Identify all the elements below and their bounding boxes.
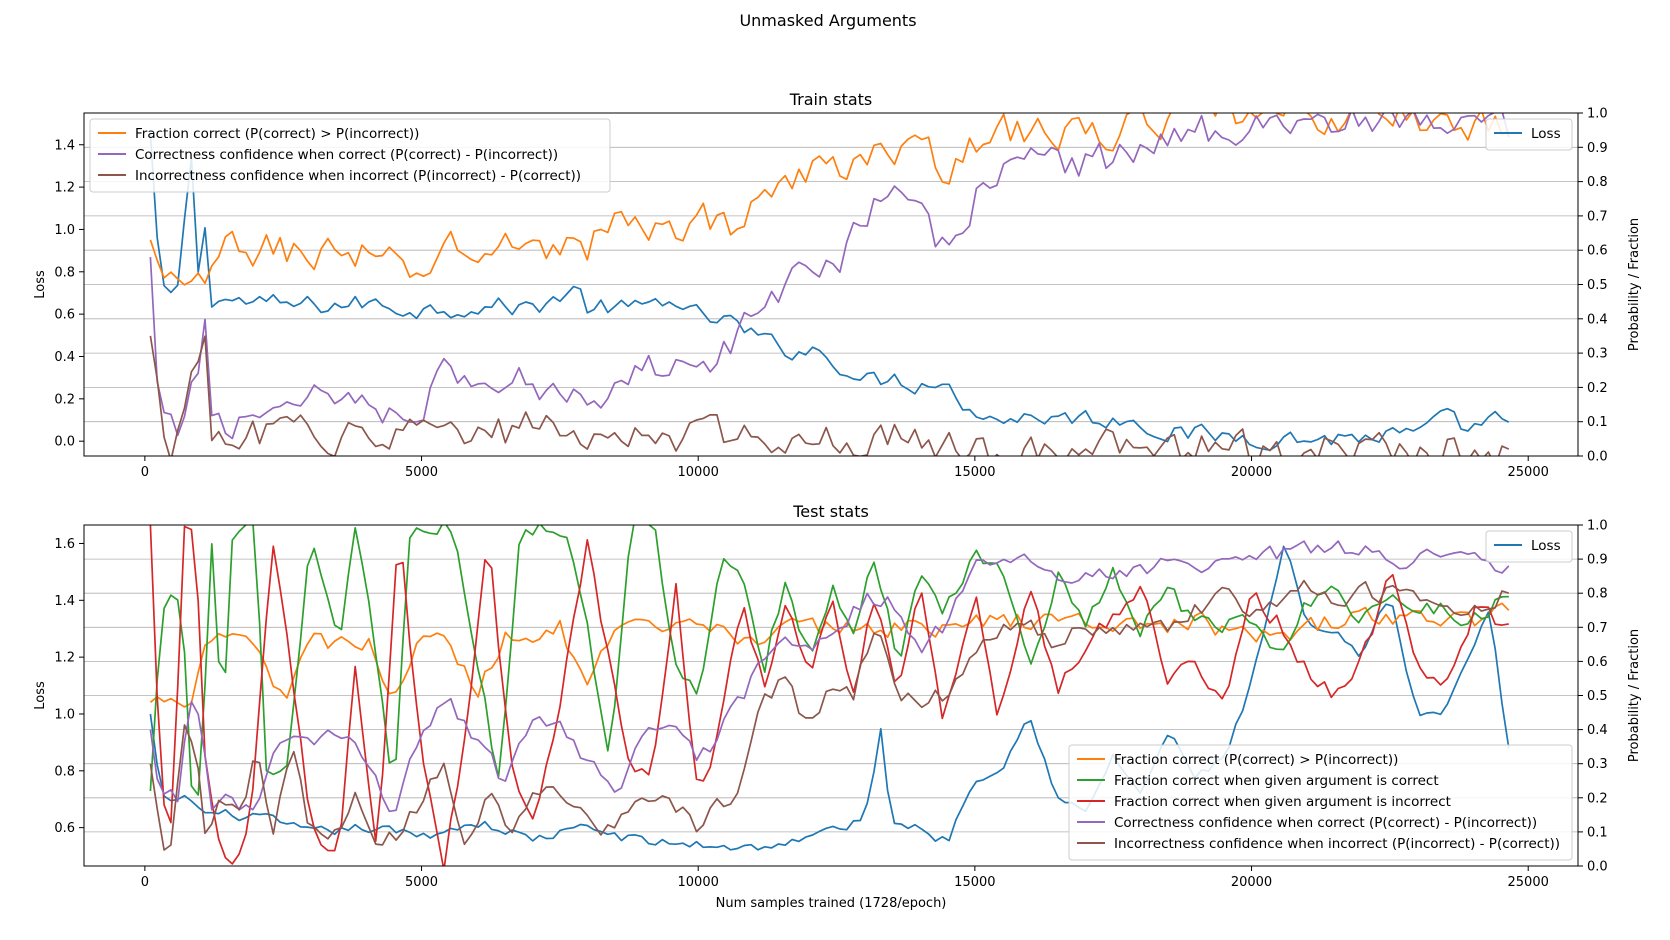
series-line-correctness-confidence-when-correct-p-correct-p-incorrect (149, 113, 1510, 440)
y-tick-label: 1.6 (54, 537, 75, 552)
series-line-correctness-confidence-when-correct-p-correct-p-incorrect (149, 540, 1510, 813)
x-tick-label: 20000 (1231, 465, 1272, 480)
y-right-tick-label: 0.0 (1587, 450, 1608, 465)
legend-label: Loss (1531, 126, 1561, 142)
y-tick-label: 0.0 (54, 435, 75, 450)
figure-title: Unmasked Arguments (739, 11, 916, 30)
y-right-tick-label: 0.8 (1587, 587, 1608, 602)
y-tick-label: 1.0 (54, 223, 75, 238)
y-tick-label: 1.2 (54, 651, 75, 666)
panel-title: Train stats (789, 90, 873, 109)
y-right-tick-label: 0.5 (1587, 278, 1608, 293)
y-right-tick-label: 0.6 (1587, 244, 1608, 259)
legend-label: Fraction correct (P(correct) > P(incorre… (1114, 752, 1398, 768)
legend-label: Fraction correct when given argument is … (1114, 773, 1439, 789)
panel-title: Test stats (792, 502, 869, 521)
y-tick-label: 0.8 (54, 764, 75, 779)
series-line-fraction-correct-p-correct-p-incorrect (149, 602, 1510, 708)
x-tick-label: 0 (141, 465, 149, 480)
y-tick-label: 0.6 (54, 308, 75, 323)
series-line-loss (149, 134, 1510, 452)
y-right-tick-label: 0.6 (1587, 655, 1608, 670)
series-line-fraction-correct-p-correct-p-incorrect (149, 113, 1510, 286)
x-axis-label: Num samples trained (1728/epoch) (716, 896, 947, 911)
legend-label: Fraction correct when given argument is … (1114, 794, 1451, 810)
legend-box (1485, 530, 1573, 563)
y-right-tick-label: 0.7 (1587, 209, 1608, 224)
series-line-fraction-correct-when-given-argument-is-incorrect (149, 525, 1509, 866)
legend-label: Fraction correct (P(correct) > P(incorre… (135, 126, 419, 142)
legend-probabilities: Fraction correct (P(correct) > P(incorre… (89, 118, 611, 193)
y-right-tick-label: 1.0 (1587, 519, 1608, 534)
legend-label: Correctness confidence when correct (P(c… (1114, 815, 1537, 831)
legend-box (89, 118, 611, 193)
y-right-tick-label: 0.1 (1587, 415, 1608, 430)
legend-probabilities: Fraction correct (P(correct) > P(incorre… (1068, 744, 1573, 861)
train-stats-panel: 0 5000 10000 15000 20000 25000 0.0 0.2 0.4 0.6 0.8… (33, 90, 1642, 480)
legend-label: Incorrectness confidence when incorrect … (135, 168, 581, 184)
y-tick-label: 1.2 (54, 181, 75, 196)
y-right-tick-label: 0.0 (1587, 860, 1608, 875)
y-right-tick-label: 0.3 (1587, 757, 1608, 772)
y-tick-label: 1.0 (54, 707, 75, 722)
x-tick-label: 25000 (1508, 465, 1549, 480)
y-tick-label: 0.2 (54, 392, 75, 407)
y-axis-label: Loss (33, 681, 48, 710)
y-axis-label: Loss (33, 270, 48, 299)
legend-label: Correctness confidence when correct (P(c… (135, 147, 558, 163)
legend-loss: Loss (1485, 530, 1573, 563)
y-right-tick-label: 0.5 (1587, 689, 1608, 704)
x-tick-label: 20000 (1231, 875, 1272, 890)
series-line-incorrectness-confidence-when-incorrect-p-incorrect-p-correct (149, 579, 1510, 851)
legend-box (1068, 744, 1573, 861)
y-right-tick-label: 0.3 (1587, 347, 1608, 362)
y-right-tick-label: 0.9 (1587, 141, 1608, 156)
y-right-tick-label: 0.2 (1587, 791, 1608, 806)
y-right-tick-label: 0.8 (1587, 175, 1608, 190)
x-tick-label: 0 (141, 875, 149, 890)
x-tick-label: 5000 (405, 875, 438, 890)
series-line-incorrectness-confidence-when-incorrect-p-incorrect-p-correct (149, 335, 1510, 456)
y-tick-label: 0.6 (54, 821, 75, 836)
y-right-tick-label: 0.4 (1587, 723, 1608, 738)
legend-loss: Loss (1485, 118, 1573, 151)
x-tick-label: 25000 (1508, 875, 1549, 890)
y-right-tick-label: 0.4 (1587, 312, 1608, 327)
legend-box (1485, 118, 1573, 151)
legend-label: Incorrectness confidence when incorrect … (1114, 836, 1560, 852)
y-tick-label: 1.4 (54, 138, 75, 153)
y-tick-label: 0.8 (54, 265, 75, 280)
x-tick-label: 10000 (678, 875, 719, 890)
x-tick-label: 10000 (678, 465, 719, 480)
y-right-tick-label: 0.9 (1587, 553, 1608, 568)
x-tick-label: 15000 (954, 465, 995, 480)
y-tick-label: 0.4 (54, 350, 75, 365)
y-right-tick-label: 0.1 (1587, 825, 1608, 840)
series-group (149, 113, 1510, 456)
y-right-tick-label: 1.0 (1587, 107, 1608, 122)
series-group (149, 525, 1510, 866)
legend-label: Loss (1531, 538, 1561, 554)
y-tick-label: 1.4 (54, 594, 75, 609)
y-right-tick-label: 0.2 (1587, 381, 1608, 396)
x-tick-label: 5000 (405, 465, 438, 480)
test-stats-panel: 0 5000 10000 15000 20000 25000 0.6 0.8 1.0 1.2 1.4… (33, 502, 1642, 911)
y-right-axis-label: Probability / Fraction (1627, 218, 1642, 351)
x-tick-label: 15000 (954, 875, 995, 890)
y-right-axis-label: Probability / Fraction (1627, 629, 1642, 762)
y-right-tick-label: 0.7 (1587, 621, 1608, 636)
series-line-fraction-correct-when-given-argument-is-correct (149, 525, 1509, 796)
